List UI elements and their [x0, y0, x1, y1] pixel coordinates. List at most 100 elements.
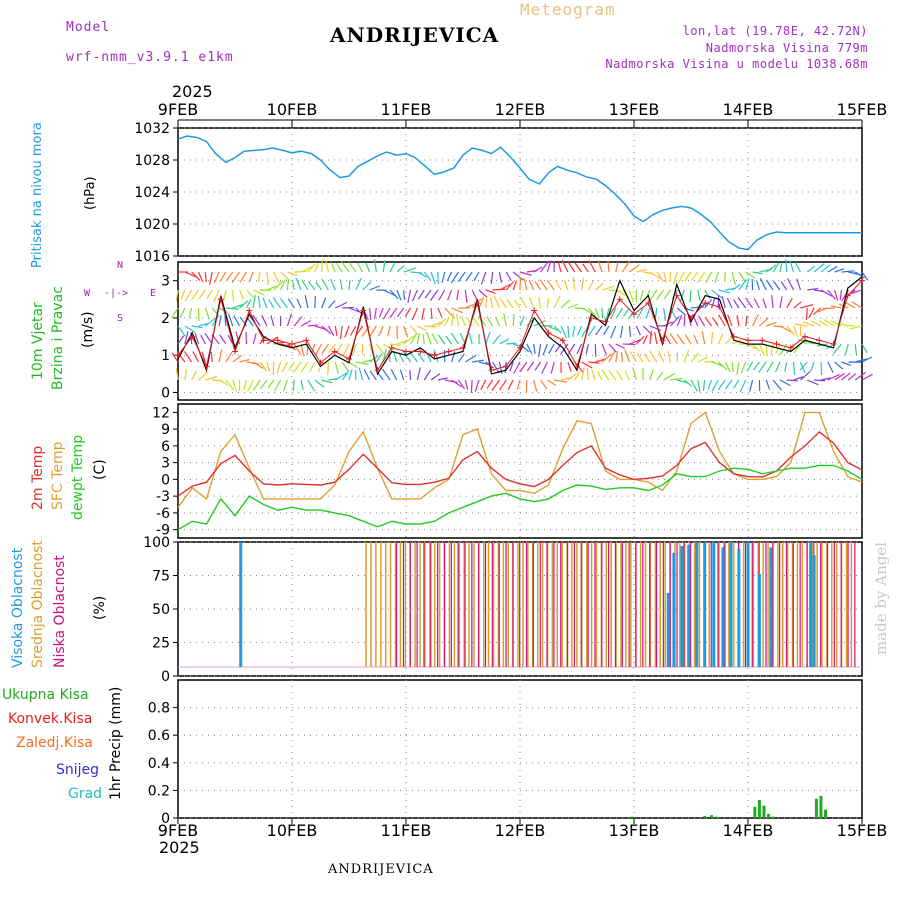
- wind-arrow: [457, 379, 466, 390]
- wind-arrow: [378, 307, 384, 318]
- wind-arrow: [276, 361, 282, 374]
- wind-arrow: [191, 271, 201, 282]
- wind-arrow: [491, 379, 500, 391]
- wind-arrow: [339, 325, 343, 339]
- wind-arrow: [330, 278, 336, 291]
- wind-arrow: [184, 369, 188, 381]
- wind-arrow: [519, 271, 532, 276]
- wind-arrow: [546, 297, 550, 309]
- page-title: ANDRIJEVICA: [330, 23, 500, 47]
- wind-arrow: [375, 343, 385, 355]
- wind-arrow: [676, 314, 683, 327]
- wind-arrow: [745, 271, 756, 279]
- wind-arrow: [560, 325, 567, 339]
- wind-arrow: [827, 265, 838, 273]
- wind-arrow: [403, 289, 405, 301]
- wind-arrow: [610, 307, 617, 320]
- wind-arrow: [683, 349, 690, 363]
- wind-arrow: [336, 343, 343, 353]
- wind-arrow: [595, 325, 603, 336]
- wind-arrow: [499, 297, 507, 309]
- wind-arrow: [192, 351, 200, 363]
- wind-arrow: [717, 379, 726, 391]
- wind-obs-marker: [716, 303, 723, 310]
- wind-arrow: [470, 379, 473, 394]
- wind-arrow: [409, 351, 418, 363]
- wind-arrow: [287, 343, 296, 351]
- wind-arrow: [693, 334, 699, 345]
- wind-arrow: [348, 261, 357, 273]
- wind-arrow: [430, 373, 441, 381]
- wind-arrow: [615, 289, 626, 296]
- wind-arrow: [820, 377, 831, 381]
- legend-hail: Grad: [68, 786, 103, 802]
- wind-arrow: [704, 289, 711, 299]
- temp2m-line: [177, 430, 863, 497]
- wind-arrow: [451, 379, 462, 388]
- pressure-series-line: [177, 135, 862, 251]
- wind-arrow: [534, 281, 542, 291]
- wind-arrow: [344, 325, 350, 338]
- wind-arrow: [184, 271, 198, 278]
- wind-arrow: [697, 379, 701, 392]
- wind-arrow: [663, 307, 667, 321]
- wind-arrow: [794, 262, 801, 273]
- wind-arrow: [399, 369, 405, 381]
- wind-arrow: [580, 367, 585, 381]
- x-tick-label-bottom: 9FEB: [158, 821, 198, 840]
- wind-arrow: [645, 307, 651, 319]
- wind-arrow: [213, 289, 220, 303]
- total-rain-bar: [757, 800, 761, 818]
- compass-w: W: [84, 288, 91, 299]
- wind-obs-marker: [631, 311, 637, 318]
- wind-arrow: [560, 299, 571, 309]
- wind-arrow: [204, 317, 217, 327]
- wind-arrow: [731, 361, 734, 372]
- wind-arrow: [519, 296, 528, 309]
- wind-arrow: [758, 343, 766, 357]
- wind-arrow: [363, 369, 371, 381]
- wind-arrow: [389, 307, 398, 319]
- wind-arrow: [179, 307, 186, 319]
- wind-arrow: [369, 325, 377, 337]
- wind-arrow: [218, 379, 229, 386]
- wind-arrow: [210, 351, 213, 363]
- wind-arrow: [253, 379, 261, 391]
- wind-arrow: [557, 262, 562, 273]
- wind-arrow: [567, 325, 570, 339]
- wind-arrow: [348, 369, 353, 381]
- wind-arrow: [854, 371, 867, 381]
- wind-arrow: [574, 371, 581, 381]
- wind-arrow: [528, 296, 535, 309]
- wind-arrow: [314, 343, 323, 356]
- wind-arrow: [683, 379, 693, 387]
- wind-arrow: [307, 280, 316, 291]
- wind-arrow: [492, 288, 506, 291]
- wind-arrow: [325, 260, 330, 273]
- wind-arrow: [188, 307, 193, 318]
- y-tick-label: 9: [161, 422, 170, 438]
- sfc-temp-line: [177, 411, 863, 508]
- total-rain-bar: [814, 798, 818, 818]
- wind-arrow: [582, 263, 589, 273]
- x-tick-label-bottom: 12FEB: [495, 821, 546, 840]
- wind-arrow: [450, 332, 459, 345]
- wind-arrow: [574, 262, 583, 273]
- wind-arrow: [198, 322, 209, 327]
- wind-arrow: [451, 307, 463, 314]
- wind-arrow: [690, 352, 700, 363]
- wind-obs-marker: [232, 348, 238, 355]
- wind-arrow: [222, 289, 227, 302]
- wind-arrow: [490, 271, 494, 284]
- legend-snow: Snijeg: [56, 762, 100, 778]
- wind-arrow: [752, 314, 759, 327]
- wind-arrow: [398, 352, 405, 363]
- wind-arrow: [499, 283, 511, 291]
- wind-arrow: [404, 307, 412, 317]
- wind-arrow: [512, 271, 524, 281]
- legend-frozen-rain: Zaledj.Kisa: [16, 735, 93, 751]
- wind-arrow: [704, 316, 713, 327]
- wind-arrow: [314, 262, 319, 273]
- wind-arrow: [266, 285, 277, 291]
